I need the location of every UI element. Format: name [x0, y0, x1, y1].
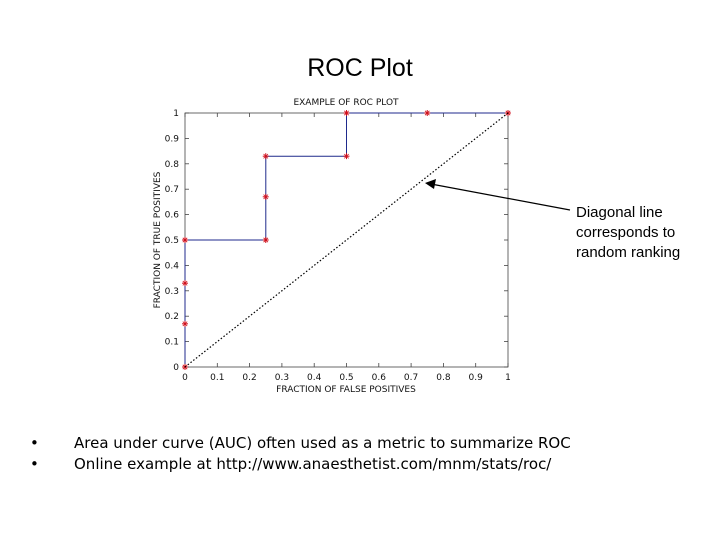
roc-point-marker: [343, 110, 350, 116]
slide-title: ROC Plot: [307, 54, 413, 82]
x-tick-label: 0.1: [210, 373, 224, 383]
series-layer: [182, 110, 511, 370]
y-tick-label: 0.9: [165, 134, 180, 144]
roc-point-marker: [262, 193, 269, 200]
roc-point-marker: [182, 280, 188, 287]
y-axis-label: FRACTION OF TRUE POSITIVES: [153, 171, 163, 308]
bullet-dot: •: [30, 434, 39, 452]
bullet-item: • Area under curve (AUC) often used as a…: [30, 433, 571, 454]
x-tick-label: 0: [182, 373, 188, 383]
y-tick-label: 0.2: [165, 312, 179, 322]
roc-point-marker: [343, 153, 350, 160]
y-tick-label: 0.8: [165, 160, 180, 170]
x-tick-label: 0.6: [372, 373, 387, 383]
x-tick-label: 0.3: [275, 373, 289, 383]
annotation-arrow: [425, 179, 571, 211]
x-axis-ticks: 0 0.1 0.2 0.3 0.4 0.5 0.6 0.7 0.8 0.9 1: [182, 113, 511, 383]
y-tick-label: 0.1: [165, 338, 179, 348]
y-axis-ticks: 0 0.1 0.2 0.3 0.4 0.5 0.6 0.7 0.8 0.9 1: [165, 109, 508, 373]
bullet-item: • Online example at http://www.anaesthet…: [30, 454, 571, 475]
x-tick-label: 0.8: [436, 373, 451, 383]
roc-point-marker: [262, 237, 269, 243]
y-tick-label: 0.4: [165, 261, 180, 271]
y-tick-label: 0.3: [165, 287, 179, 297]
roc-point-marker: [182, 320, 188, 327]
bullet-list: • Area under curve (AUC) often used as a…: [30, 433, 571, 475]
roc-curve: [184, 112, 508, 367]
x-tick-label: 0.2: [242, 373, 256, 383]
x-tick-label: 0.4: [307, 373, 322, 383]
y-tick-label: 0.5: [165, 236, 179, 246]
chart-title: EXAMPLE OF ROC PLOT: [293, 98, 399, 108]
x-tick-label: 0.7: [404, 373, 418, 383]
x-tick-label: 0.9: [469, 373, 484, 383]
y-tick-label: 0.6: [165, 211, 180, 221]
roc-point-marker: [182, 237, 188, 243]
x-axis-label: FRACTION OF FALSE POSITIVES: [276, 385, 416, 395]
x-tick-label: 1: [505, 373, 511, 383]
diagonal-annotation: Diagonal line corresponds to random rank…: [576, 204, 681, 261]
bullet-dot: •: [30, 455, 39, 473]
roc-point-marker: [424, 110, 431, 116]
y-tick-label: 1: [173, 109, 179, 119]
x-tick-label: 0.5: [339, 373, 353, 383]
roc-point-marker: [262, 153, 269, 160]
bullet-text: Area under curve (AUC) often used as a m…: [74, 434, 571, 452]
y-tick-label: 0: [173, 363, 179, 373]
bullet-text: Online example at http://www.anaesthetis…: [74, 455, 552, 473]
y-tick-label: 0.7: [165, 185, 179, 195]
